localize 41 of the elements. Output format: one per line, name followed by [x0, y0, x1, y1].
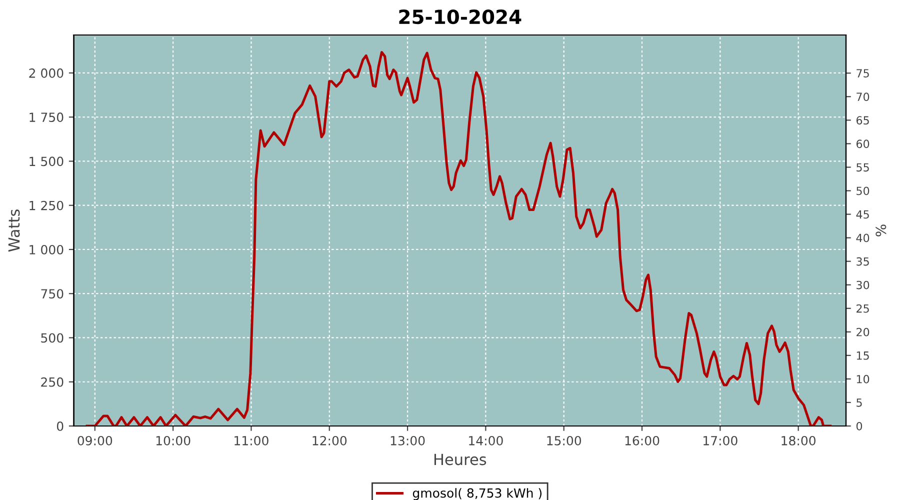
x-tick-label: 17:00 — [704, 436, 738, 446]
legend-label: gmosol( 8,753 kWh ) — [412, 488, 542, 500]
x-axis-title: Heures — [434, 454, 486, 466]
y2-tick-label: 45 — [856, 210, 869, 219]
chart-title: 25-10-2024 — [399, 9, 522, 24]
x-tick-label: 14:00 — [469, 436, 503, 446]
y-tick-label: 500 — [41, 333, 64, 343]
y-tick-label: 1 750 — [30, 112, 64, 122]
y2-axis-title: % — [876, 224, 886, 236]
y-tick-label: 750 — [41, 289, 64, 299]
y2-tick-label: 10 — [856, 374, 870, 384]
y2-tick-label: 75 — [856, 69, 869, 78]
x-tick-label: 12:00 — [312, 436, 347, 446]
y2-tick-label: 70 — [856, 92, 870, 102]
y-tick-label: 250 — [41, 377, 64, 387]
y2-tick-label: 15 — [856, 352, 869, 360]
y-axis-title: Watts — [8, 210, 20, 252]
y-tick-label: 1 500 — [30, 156, 64, 166]
y2-tick-label: 35 — [856, 257, 869, 266]
x-tick-label: 16:00 — [625, 436, 660, 446]
y2-tick-label: 30 — [856, 280, 870, 290]
x-tick-label: 09:00 — [78, 436, 112, 446]
y2-tick-label: 55 — [856, 163, 869, 172]
x-tick-label: 11:00 — [234, 436, 268, 446]
y2-tick-label: 65 — [856, 116, 869, 125]
y-tick-label: 0 — [56, 421, 64, 431]
y2-tick-label: 5 — [856, 398, 862, 407]
y2-tick-label: 50 — [856, 186, 870, 196]
y-tick-label: 2 000 — [29, 68, 64, 78]
y-tick-label: 1 250 — [30, 200, 64, 210]
x-tick-label: 18:00 — [782, 436, 816, 446]
y2-tick-label: 60 — [856, 140, 870, 148]
line-series — [86, 51, 832, 426]
x-tick-label: 10:00 — [156, 436, 190, 446]
y2-tick-label: 40 — [856, 234, 870, 242]
y-tick-label: 1 000 — [30, 244, 64, 254]
x-tick-label: 13:00 — [390, 436, 425, 446]
y2-tick-label: 0 — [856, 422, 862, 430]
x-tick-label: 15:00 — [547, 436, 582, 446]
y2-tick-label: 25 — [856, 304, 869, 313]
y2-tick-label: 20 — [856, 328, 870, 336]
